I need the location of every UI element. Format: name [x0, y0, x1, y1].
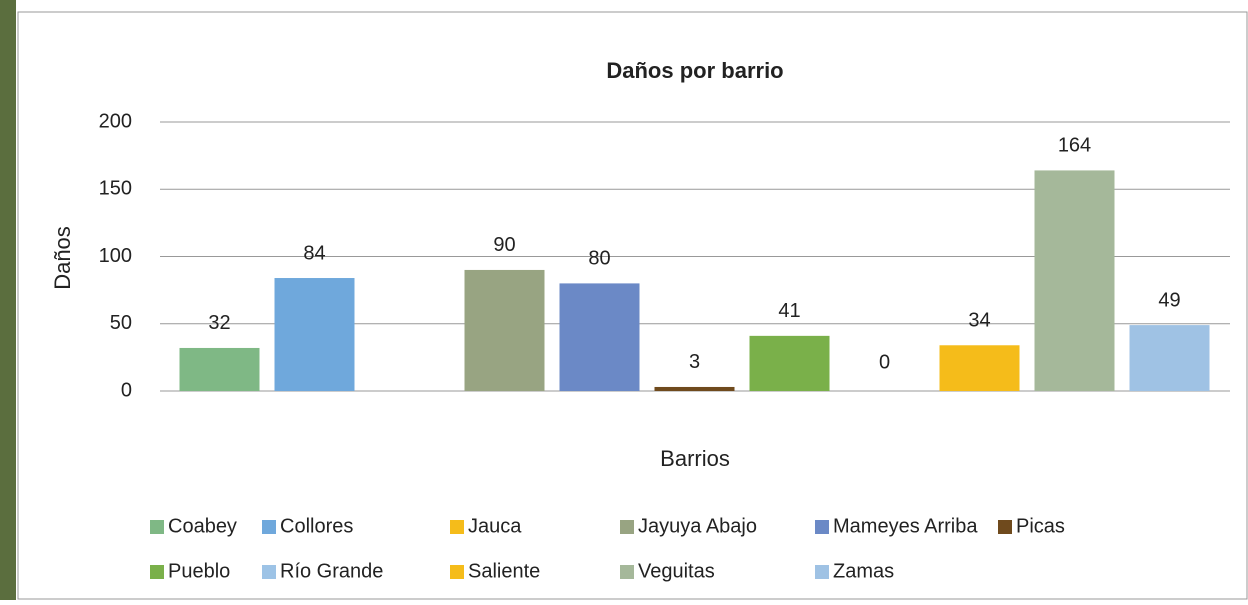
legend-label: Jauca — [468, 515, 522, 537]
legend-swatch — [150, 520, 164, 534]
legend-swatch — [998, 520, 1012, 534]
legend-label: Zamas — [833, 560, 894, 582]
bar — [559, 283, 640, 391]
legend-swatch — [262, 520, 276, 534]
bar — [749, 335, 830, 391]
legend-swatch — [450, 520, 464, 534]
bar — [464, 269, 545, 391]
value-label: 90 — [493, 234, 515, 256]
legend-swatch — [450, 565, 464, 579]
legend-swatch — [262, 565, 276, 579]
value-label: 84 — [303, 242, 325, 264]
y-tick-label: 200 — [99, 110, 132, 132]
y-tick-label: 150 — [99, 178, 132, 200]
y-tick-label: 100 — [99, 245, 132, 267]
x-axis-label: Barrios — [660, 446, 730, 471]
bar — [274, 278, 355, 391]
value-label: 41 — [778, 300, 800, 322]
legend-swatch — [815, 565, 829, 579]
legend-swatch — [815, 520, 829, 534]
value-label: 164 — [1058, 135, 1091, 157]
value-label: 34 — [968, 310, 990, 332]
legend-label: Veguitas — [638, 560, 715, 582]
legend-label: Collores — [280, 515, 353, 537]
legend-label: Saliente — [468, 560, 540, 582]
side-image — [0, 0, 16, 600]
value-label: 49 — [1158, 289, 1180, 311]
bar — [654, 386, 735, 391]
value-label: 32 — [208, 312, 230, 334]
y-tick-label: 50 — [110, 312, 132, 334]
legend-label: Río Grande — [280, 560, 383, 582]
chart-title: Daños por barrio — [606, 58, 783, 83]
legend-label: Jayuya Abajo — [638, 515, 757, 537]
value-label: 80 — [588, 248, 610, 270]
legend-swatch — [150, 565, 164, 579]
legend-label: Coabey — [168, 515, 237, 537]
value-label: 0 — [879, 351, 890, 373]
legend-label: Picas — [1016, 515, 1065, 537]
bar — [1034, 170, 1115, 391]
legend-label: Pueblo — [168, 560, 230, 582]
legend-label: Mameyes Arriba — [833, 515, 978, 537]
legend-swatch — [620, 520, 634, 534]
value-label: 3 — [689, 351, 700, 373]
y-tick-label: 0 — [121, 379, 132, 401]
bar — [1129, 325, 1210, 391]
y-axis-label: Daños — [50, 226, 75, 290]
bar — [939, 345, 1020, 391]
bar — [179, 347, 260, 391]
legend-swatch — [620, 565, 634, 579]
